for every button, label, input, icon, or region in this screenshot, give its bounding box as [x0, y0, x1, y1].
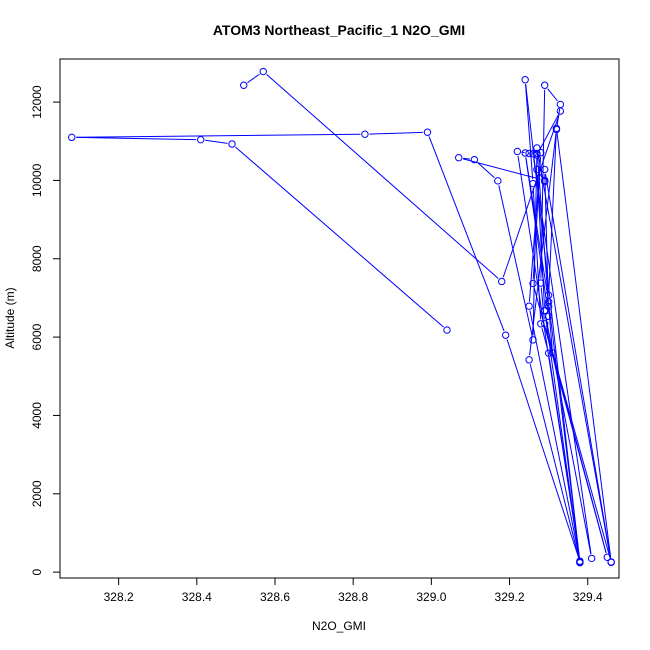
series-segment	[529, 310, 580, 557]
data-point	[525, 302, 533, 310]
y-tick-label: 6000	[30, 323, 44, 350]
data-point	[537, 320, 545, 328]
data-point	[587, 554, 596, 563]
series-segment	[463, 157, 470, 160]
data-point	[470, 155, 479, 164]
series-segment	[548, 310, 553, 349]
x-tick-label: 328.6	[260, 590, 290, 604]
series-segment	[76, 133, 361, 138]
data-point	[541, 320, 549, 328]
data-point	[501, 331, 510, 339]
data-point	[544, 298, 553, 306]
data-point	[521, 149, 529, 157]
series-segment	[502, 115, 560, 278]
x-tick-label: 328.8	[338, 590, 368, 604]
data-point	[544, 349, 553, 357]
y-tick-label: 4000	[30, 402, 44, 429]
series-segment	[532, 157, 538, 336]
y-tick-label: 12000	[30, 85, 44, 119]
data-point	[533, 144, 541, 152]
data-point	[361, 130, 369, 138]
x-axis-label: N2O_GMI	[312, 619, 366, 633]
y-axis-label: Altitude (m)	[3, 287, 17, 348]
series-layer	[68, 67, 615, 567]
series-segment	[529, 133, 557, 356]
y-tick-label: 10000	[30, 163, 44, 197]
data-point	[556, 107, 565, 115]
series-segment	[533, 287, 607, 554]
data-point	[529, 150, 537, 158]
data-point	[494, 177, 502, 185]
y-tick-label: 2000	[30, 480, 44, 507]
data-point	[443, 326, 451, 334]
data-point	[529, 336, 537, 344]
series-segment	[533, 158, 592, 555]
data-point	[541, 176, 549, 185]
data-point	[541, 307, 549, 315]
series-segment	[525, 84, 534, 180]
data-point	[455, 154, 463, 162]
data-point	[423, 128, 432, 136]
data-point	[541, 165, 549, 174]
data-point	[533, 165, 541, 174]
series-segment	[548, 132, 557, 291]
series-segment	[545, 315, 592, 555]
data-point	[197, 135, 205, 144]
y-axis: 0 2000 4000 6000 8000 10000 12000	[30, 85, 61, 575]
series-segment	[247, 73, 260, 84]
series-segment	[538, 114, 559, 152]
data-point	[548, 349, 557, 357]
data-point	[498, 277, 506, 286]
series-segment	[529, 364, 580, 559]
data-point	[603, 553, 611, 561]
data-point	[240, 81, 248, 89]
series-segment	[547, 88, 558, 102]
series-segment	[76, 136, 197, 141]
data-point	[68, 133, 76, 142]
series-segment	[556, 132, 612, 558]
series-segment	[544, 173, 611, 558]
data-point	[259, 67, 267, 76]
y-tick-label: 8000	[30, 245, 44, 272]
series-segment	[369, 131, 423, 135]
series-segment	[428, 136, 505, 332]
series-segment	[498, 185, 533, 336]
data-point	[607, 558, 615, 567]
series-segment	[538, 172, 543, 179]
x-tick-label: 328.2	[104, 590, 134, 604]
series-segment	[506, 339, 579, 558]
data-point	[552, 125, 561, 134]
data-point	[544, 312, 553, 321]
series-segment	[266, 74, 499, 279]
data-point	[521, 76, 529, 84]
data-point	[533, 151, 541, 159]
x-tick-label: 329.4	[573, 590, 603, 604]
chart-title: ATOM3 Northeast_Pacific_1 N2O_GMI	[213, 22, 465, 38]
data-point	[525, 356, 533, 364]
data-point	[529, 179, 537, 188]
data-point	[228, 140, 236, 148]
data-point	[576, 557, 584, 565]
data-point	[537, 148, 545, 157]
series-segment	[205, 139, 228, 144]
data-point	[525, 149, 533, 158]
x-tick-label: 328.4	[182, 590, 212, 604]
data-point	[537, 279, 545, 287]
series-segment	[235, 146, 444, 328]
data-point	[513, 147, 522, 156]
data-point	[529, 279, 537, 288]
series-segment	[548, 306, 580, 558]
x-tick-label: 329.2	[495, 590, 525, 604]
x-tick-label: 329.0	[416, 590, 446, 604]
data-point	[544, 302, 553, 311]
y-tick-label: 0	[30, 568, 44, 575]
series-segment	[537, 152, 611, 558]
series-segment	[477, 162, 495, 179]
x-axis: 328.2 328.4 328.6 328.8 329.0 329.2 329.4	[104, 577, 603, 604]
data-point	[541, 81, 549, 89]
series-segment	[536, 173, 545, 307]
